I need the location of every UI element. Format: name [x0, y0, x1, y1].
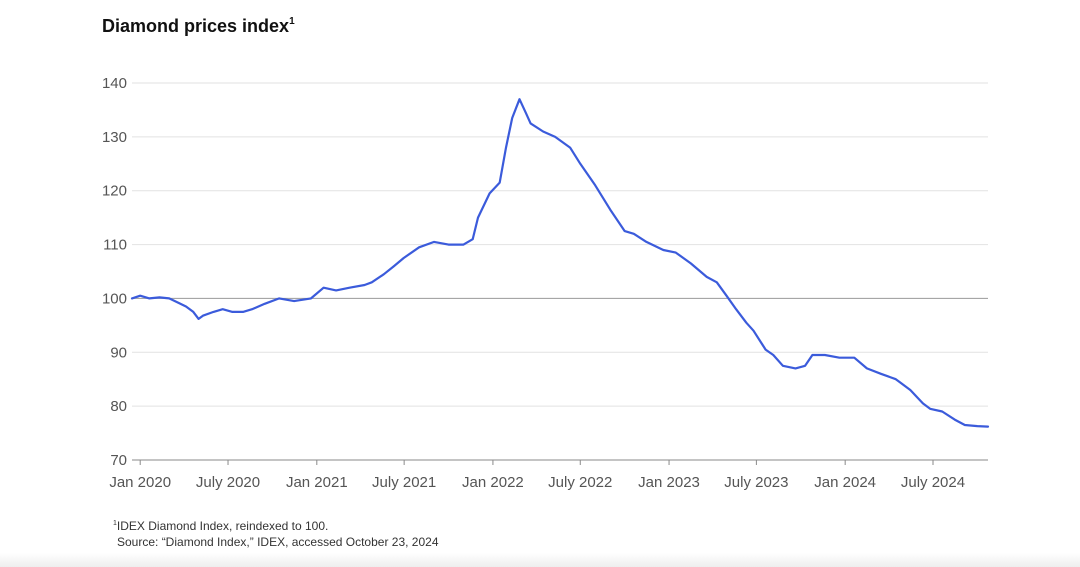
series-layer — [130, 98, 990, 428]
x-tick-label: July 2020 — [196, 474, 260, 491]
series-line — [130, 98, 990, 428]
x-tick-label: Jan 2021 — [286, 474, 348, 491]
x-tick-label: July 2021 — [372, 474, 436, 491]
y-tick-label: 110 — [103, 237, 127, 254]
y-tick-label: 80 — [110, 398, 127, 415]
bottom-shade — [0, 553, 1080, 567]
footnote-source: Source: “Diamond Index,” IDEX, accessed … — [117, 535, 439, 549]
x-tick-label: Jan 2020 — [109, 474, 171, 491]
y-axis: 70 80 90 100 110 120 130 140 — [102, 75, 127, 469]
x-tick-label: July 2022 — [548, 474, 612, 491]
y-tick-label: 100 — [102, 290, 127, 307]
x-tick-label: July 2024 — [901, 474, 965, 491]
footnote-marker: 1 — [113, 520, 117, 527]
y-tick-label: 140 — [102, 75, 127, 92]
x-tick-label: Jan 2023 — [638, 474, 700, 491]
y-tick-label: 130 — [102, 129, 127, 146]
x-axis: Jan 2020 July 2020 Jan 2021 July 2021 Jan 20… — [109, 460, 965, 491]
chart-title: Diamond prices index1 — [102, 16, 295, 37]
footnote-note: 1IDEX Diamond Index, reindexed to 100. — [113, 516, 439, 534]
y-tick-label: 90 — [110, 344, 127, 361]
x-tick-label: July 2023 — [724, 474, 788, 491]
footnotes: 1IDEX Diamond Index, reindexed to 100. S… — [113, 516, 439, 550]
title-footnote-marker: 1 — [289, 16, 295, 27]
grid-layer — [132, 82, 988, 461]
x-tick-label: Jan 2022 — [462, 474, 524, 491]
chart-title-text: Diamond prices index — [102, 16, 290, 36]
y-tick-label: 70 — [110, 452, 127, 469]
x-tick-label: Jan 2024 — [814, 474, 876, 491]
y-tick-label: 120 — [102, 183, 127, 200]
footnote-note-text: IDEX Diamond Index, reindexed to 100. — [116, 519, 329, 533]
